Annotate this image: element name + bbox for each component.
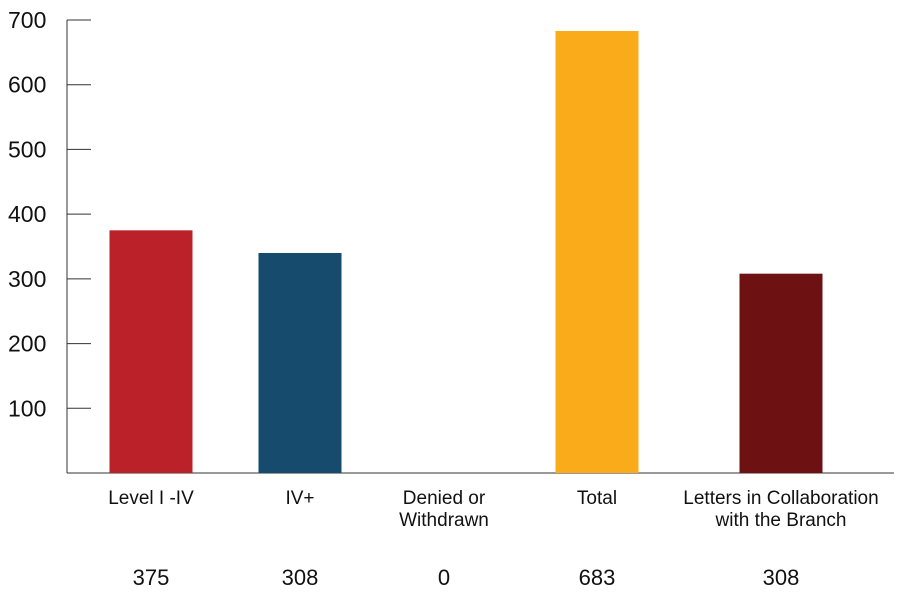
- x-tick-label-line: Total: [577, 488, 617, 509]
- bar: [555, 31, 639, 473]
- x-tick-label-line: Withdrawn: [399, 510, 489, 531]
- x-tick-label: Total: [577, 488, 617, 509]
- x-tick-label-line: Letters in Collaboration: [683, 488, 878, 509]
- y-tick-label: 700: [8, 7, 46, 33]
- y-tick-label: 500: [8, 136, 46, 162]
- x-tick-label: Letters in Collaboration with the Branch: [683, 488, 878, 531]
- y-tick-label: 600: [8, 72, 46, 98]
- y-tick-label: 400: [8, 201, 46, 227]
- bar: [739, 273, 823, 473]
- bar: [258, 252, 342, 473]
- x-tick-label: Level I -IV: [108, 488, 194, 509]
- value-labels-row: 375 308 0 683 308: [133, 565, 800, 590]
- x-tick-label-line: with the Branch: [715, 510, 847, 531]
- y-tick-label: 100: [8, 395, 46, 421]
- x-tick-label-line: Denied or: [403, 488, 486, 509]
- value-label: 0: [438, 565, 450, 590]
- value-label: 308: [282, 565, 319, 590]
- bars-group: [109, 31, 823, 473]
- x-axis-labels: Level I -IV IV+ Denied or Withdrawn Total Let…: [108, 488, 878, 531]
- y-tick-label: 300: [8, 266, 46, 292]
- x-tick-label: IV+: [285, 488, 314, 509]
- x-tick-label-line: IV+: [285, 488, 314, 509]
- value-label: 308: [763, 565, 800, 590]
- x-tick-label: Denied or Withdrawn: [399, 488, 489, 531]
- y-axis-ticks: 100 200 300 400 500 600 700: [8, 7, 91, 421]
- y-tick-label: 200: [8, 331, 46, 357]
- x-tick-label-line: Level I -IV: [108, 488, 194, 509]
- value-label: 683: [579, 565, 616, 590]
- value-label: 375: [133, 565, 170, 590]
- bar: [109, 230, 193, 473]
